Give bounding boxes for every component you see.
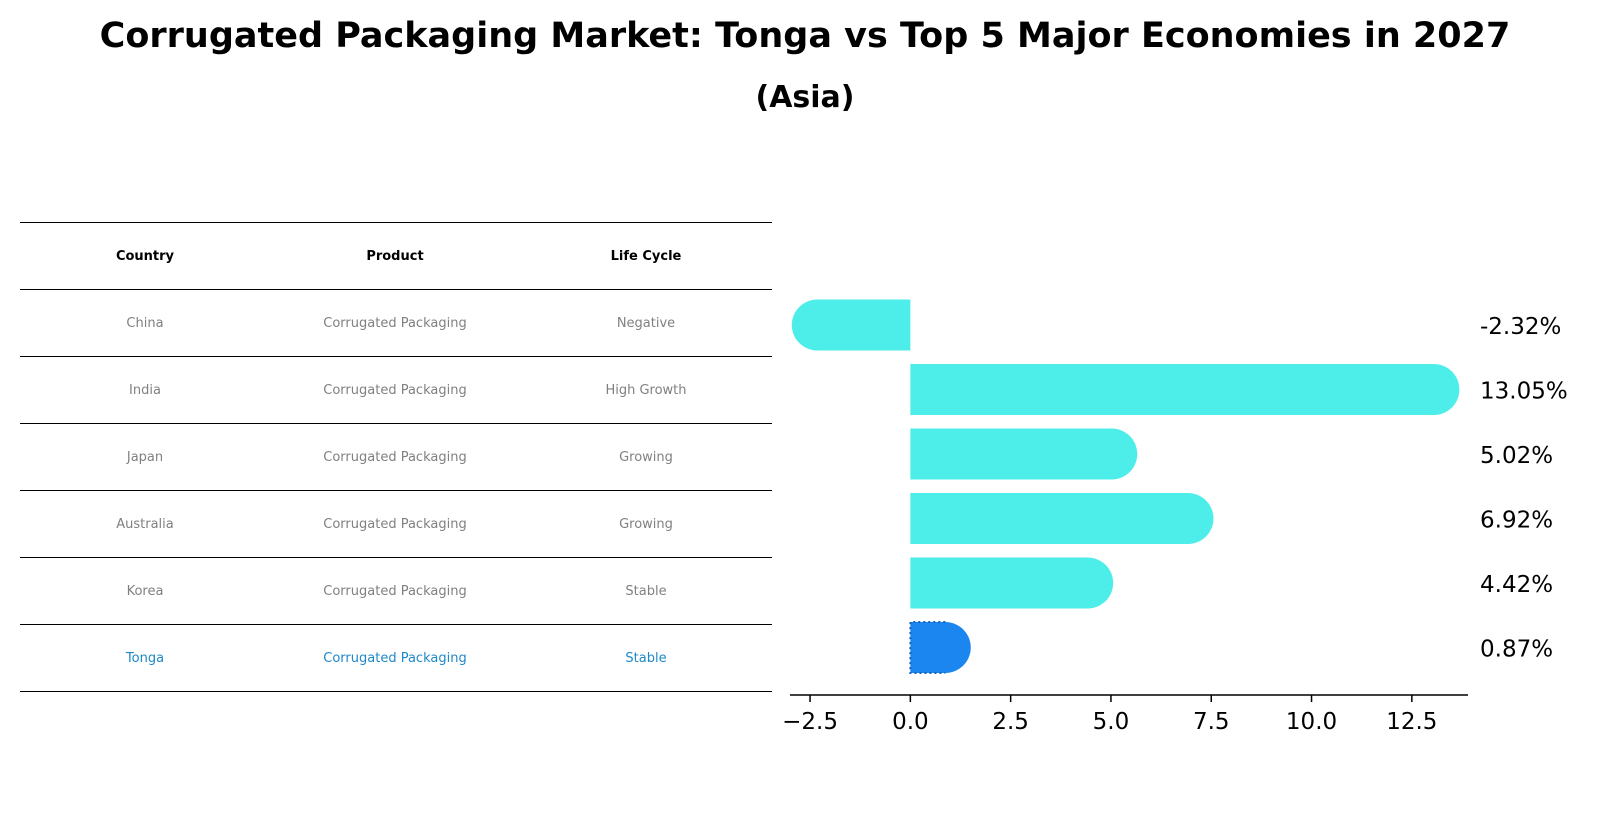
table-row: Korea Corrugated Packaging Stable: [20, 557, 772, 624]
value-label: 0.87%: [1480, 637, 1553, 663]
bar-korea: [910, 557, 1114, 609]
bar-cap: [1086, 428, 1138, 480]
life-cycle-cell: Growing: [619, 516, 673, 532]
bar-body: [910, 493, 1188, 544]
life-cycle-cell: Growing: [619, 449, 673, 465]
chart-title: Corrugated Packaging Market: Tonga vs To…: [99, 16, 1511, 56]
country-cell: Korea: [126, 583, 164, 599]
bar-australia: [910, 493, 1214, 544]
bar-cap: [919, 622, 971, 673]
value-label: 13.05%: [1480, 379, 1568, 405]
table-row: India Corrugated Packaging High Growth: [20, 356, 772, 423]
life-cycle-cell: Stable: [625, 583, 667, 599]
value-label: 4.42%: [1480, 572, 1553, 598]
highlight-outline: [909, 621, 946, 674]
x-tick-label: 7.5: [1193, 709, 1230, 735]
country-cell: Australia: [116, 516, 174, 532]
product-cell: Corrugated Packaging: [323, 583, 467, 599]
chart-subtitle: (Asia): [755, 80, 855, 115]
x-tick-label: 0.0: [892, 709, 929, 735]
column-header-product: Product: [366, 248, 424, 264]
country-cell: Japan: [126, 449, 164, 465]
table-row: Australia Corrugated Packaging Growing: [20, 490, 772, 557]
table-row: Japan Corrugated Packaging Growing: [20, 423, 772, 490]
bar-cap: [1408, 364, 1460, 415]
column-header-country: Country: [115, 248, 175, 264]
x-tick-label: 5.0: [1093, 709, 1130, 735]
bar-india: [910, 364, 1460, 415]
bar-china: [791, 299, 911, 351]
data-table: Country Product Life Cycle China Corruga…: [20, 222, 772, 692]
country-cell: India: [129, 382, 161, 398]
life-cycle-cell: High Growth: [605, 382, 687, 398]
country-cell: Tonga: [125, 650, 165, 666]
value-label: 6.92%: [1480, 508, 1553, 534]
value-label: -2.32%: [1480, 314, 1561, 340]
life-cycle-cell: Negative: [616, 315, 676, 331]
product-cell: Corrugated Packaging: [323, 315, 467, 331]
product-cell: Corrugated Packaging: [323, 382, 467, 398]
x-tick-label: 12.5: [1386, 709, 1437, 735]
table-row: China Corrugated Packaging Negative: [20, 289, 772, 356]
product-cell: Corrugated Packaging: [323, 516, 467, 532]
table-row-highlight: Tonga Corrugated Packaging Stable: [20, 624, 772, 692]
bar-body: [910, 428, 1112, 480]
bar-cap: [1162, 493, 1214, 544]
bar-body: [910, 557, 1088, 609]
x-tick-label: 10.0: [1286, 709, 1337, 735]
bar-tonga: [909, 621, 971, 674]
country-cell: China: [126, 315, 164, 331]
bar-cap: [1062, 557, 1114, 609]
bar-chart: -2.32% 13.05% 5.02% 6.92% 4.42% 0.87% −2.5 0.0 2…: [782, 299, 1568, 735]
value-label: 5.02%: [1480, 443, 1553, 469]
product-cell: Corrugated Packaging: [323, 650, 467, 666]
column-header-life-cycle: Life Cycle: [610, 248, 682, 264]
product-cell: Corrugated Packaging: [323, 449, 467, 465]
bar-body: [910, 364, 1434, 415]
table-header-row: Country Product Life Cycle: [20, 222, 772, 289]
x-tick-label: −2.5: [782, 709, 838, 735]
x-tick-label: 2.5: [992, 709, 1029, 735]
bar-cap: [791, 299, 843, 351]
life-cycle-cell: Stable: [625, 650, 667, 666]
bar-japan: [910, 428, 1138, 480]
